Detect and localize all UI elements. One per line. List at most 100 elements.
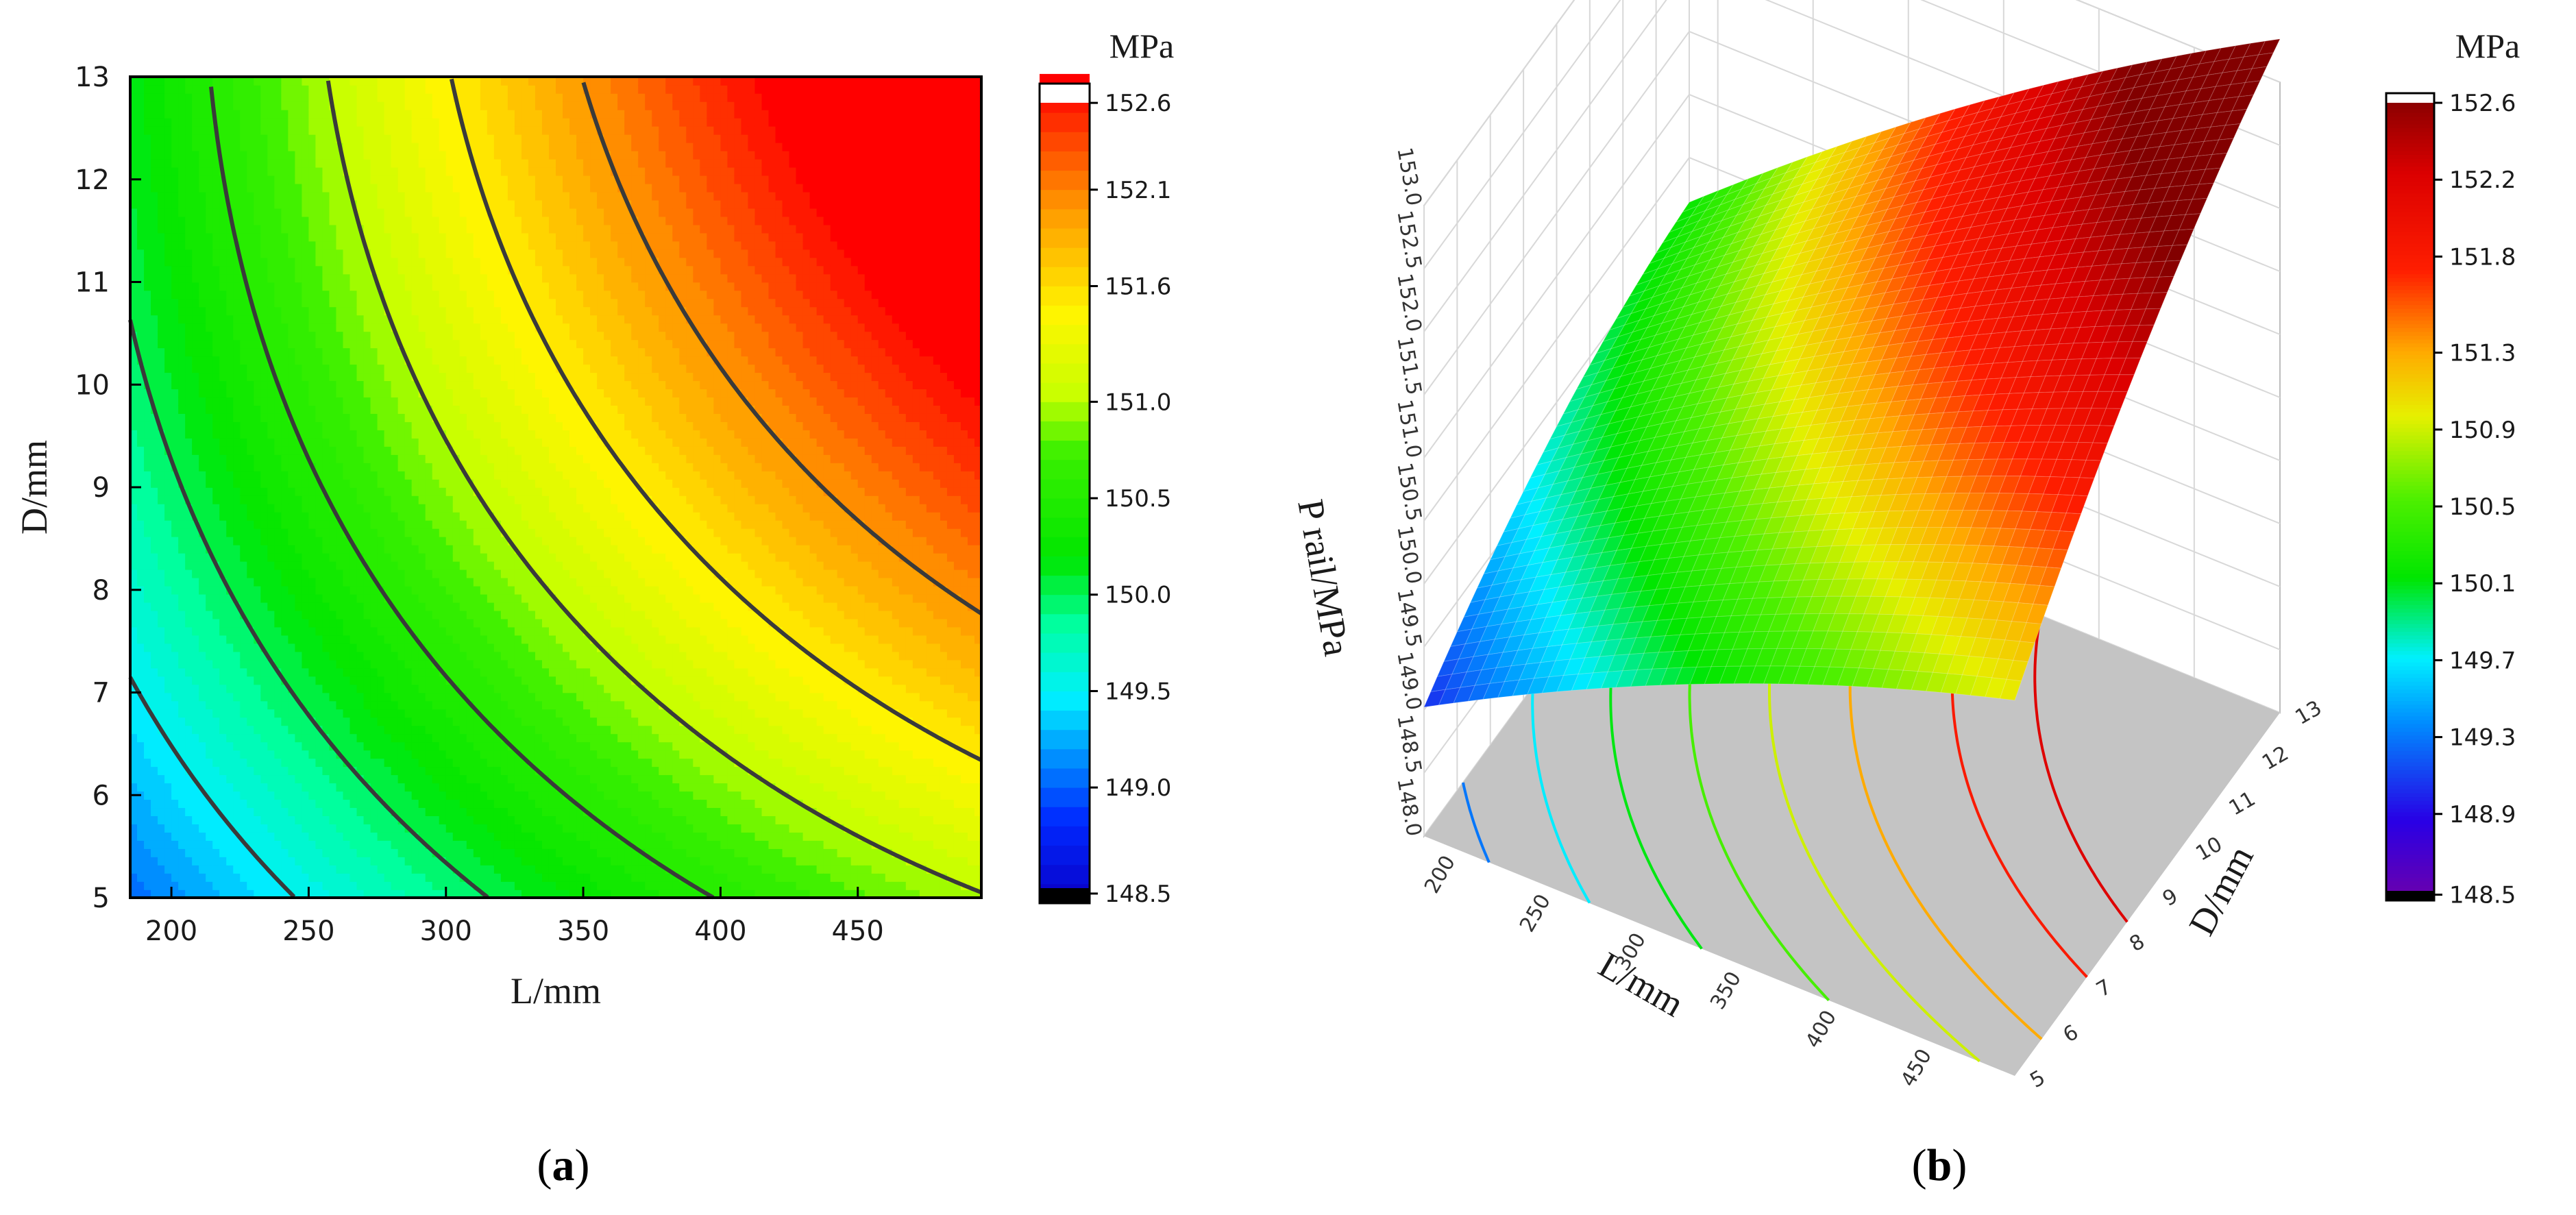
contour-cell [322, 815, 330, 824]
contour-cell [329, 626, 337, 636]
contour-cell [267, 643, 275, 652]
contour-cell [226, 158, 234, 168]
contour-cell [439, 889, 447, 898]
contour-cell [302, 282, 310, 291]
contour-cell [164, 273, 172, 283]
contour-cell [439, 487, 447, 496]
contour-cell [288, 709, 296, 718]
contour-cell [418, 446, 426, 455]
contour-cell [164, 561, 172, 570]
contour-cell [288, 77, 296, 86]
contour-cell [404, 487, 413, 496]
contour-cell [219, 741, 228, 751]
contour-cell [329, 585, 337, 595]
contour-cell [240, 471, 248, 480]
contour-cell [219, 191, 228, 201]
contour-cell [158, 306, 165, 316]
contour-cell [247, 602, 255, 611]
contour-cell [295, 840, 303, 849]
contour-cell [137, 109, 145, 119]
contour-cell [459, 733, 467, 743]
contour-cell [137, 824, 145, 833]
contour-cell [459, 766, 467, 776]
contour-cell [308, 577, 317, 587]
contour-cell [336, 774, 344, 784]
contour-cell [308, 77, 317, 86]
contour-cell [206, 618, 213, 628]
contour-cell [397, 413, 406, 422]
contour-cell [233, 774, 241, 784]
contour-cell [425, 134, 433, 143]
contour-cell [206, 479, 213, 488]
contour-cell [192, 750, 199, 759]
contour-cell [384, 199, 392, 209]
contour-cell [219, 380, 228, 390]
contour-cell [226, 528, 234, 537]
contour-cell [459, 265, 467, 275]
contour-cell [144, 487, 151, 496]
contour-cell [329, 783, 337, 792]
contour-cell [391, 282, 399, 291]
contour-cell [226, 249, 234, 258]
contour-cell [137, 413, 145, 422]
contour-cell [432, 791, 440, 800]
contour-cell [274, 799, 282, 809]
contour-cell [199, 873, 206, 882]
contour-cell [377, 725, 385, 735]
contour-cell [247, 783, 255, 792]
contour-cell [164, 889, 172, 898]
contour-cell [322, 857, 330, 866]
contour-cell [260, 791, 269, 800]
contour-cell [171, 618, 179, 628]
contour-cell [425, 873, 433, 882]
contour-cell [151, 815, 158, 824]
contour-cell [274, 389, 282, 398]
contour-cell [432, 290, 440, 299]
contour-cell [295, 585, 303, 595]
contour-cell [164, 700, 172, 710]
contour-cell [377, 463, 385, 471]
contour-cell [144, 167, 151, 176]
contour-cell [459, 339, 467, 349]
contour-cell [247, 865, 255, 874]
contour-cell [308, 602, 317, 611]
contour-cell [466, 692, 474, 702]
contour-cell [356, 544, 365, 554]
contour-cell [377, 552, 385, 562]
contour-cell [384, 216, 392, 225]
contour-cell [308, 290, 317, 299]
contour-cell [144, 158, 151, 168]
contour-cell [212, 700, 221, 710]
contour-cell [384, 134, 392, 143]
contour-cell [274, 832, 282, 841]
contour-cell [199, 544, 206, 554]
contour-cell [329, 865, 337, 874]
contour-cell [418, 651, 426, 661]
contour-cell [377, 700, 385, 710]
contour-cell [439, 134, 447, 143]
contour-cell [302, 298, 310, 308]
contour-cell [144, 676, 151, 685]
contour-cell [137, 134, 145, 143]
contour-cell [439, 421, 447, 430]
contour-cell [397, 585, 406, 595]
contour-cell [397, 881, 406, 890]
contour-cell [370, 511, 378, 521]
contour-cell [199, 511, 206, 521]
contour-cell [363, 774, 371, 784]
contour-cell [356, 191, 365, 201]
contour-cell [459, 684, 467, 694]
contour-cell [288, 593, 296, 603]
contour-cell [295, 77, 303, 86]
contour-cell [425, 479, 433, 488]
contour-cell [404, 232, 413, 242]
contour-cell [302, 725, 310, 735]
contour-cell [418, 610, 426, 619]
contour-cell [466, 109, 474, 119]
contour-cell [171, 84, 179, 94]
contour-cell [377, 77, 385, 86]
contour-cell [329, 635, 337, 644]
contour-cell [212, 208, 221, 217]
contour-cell [171, 651, 179, 661]
contour-cell [418, 413, 426, 422]
